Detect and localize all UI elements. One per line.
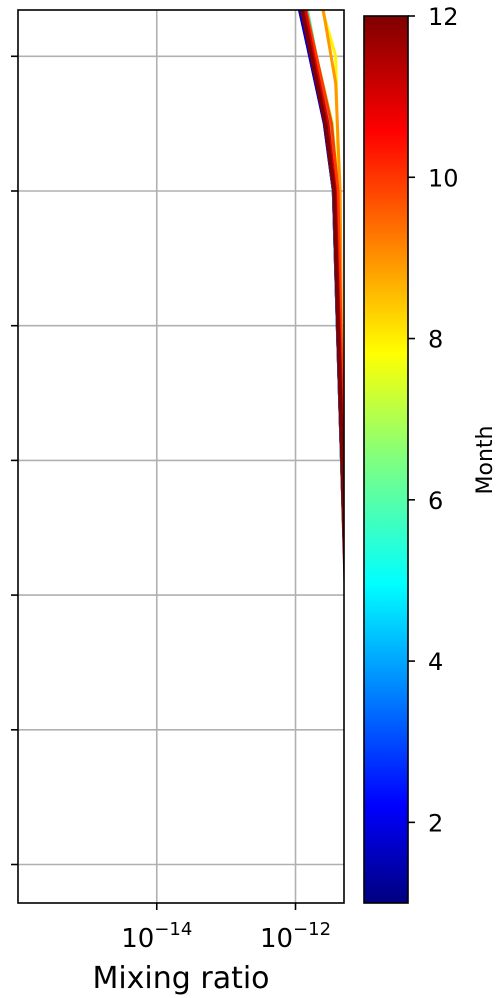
series-line-month-9 — [321, 10, 344, 531]
x-tick-label: 10−12 — [260, 919, 331, 954]
colorbar-tick-label: 4 — [428, 648, 443, 676]
x-tick-marks: 10−14 10−12 — [121, 903, 331, 954]
series-line-month-7 — [303, 10, 344, 565]
colorbar-ticks: 2 4 6 8 10 12 — [408, 3, 459, 837]
series-line-month-1 — [297, 10, 344, 586]
colorbar-tick-label: 6 — [428, 487, 443, 515]
plot-frame — [17, 9, 345, 904]
colorbar-tick-label: 10 — [428, 164, 459, 192]
series-line-month-12 — [300, 10, 344, 606]
x-axis-label: Mixing ratio — [92, 961, 269, 996]
colorbar — [363, 15, 409, 904]
colorbar-label: Month — [473, 426, 498, 495]
series-line-month-4 — [301, 10, 344, 586]
y-tick-marks — [11, 55, 18, 866]
series-line-month-10 — [304, 10, 344, 531]
series-lines — [297, 10, 344, 606]
series-line-month-3 — [300, 10, 344, 586]
colorbar-tick-label: 12 — [428, 3, 459, 31]
x-tick-label: 10−14 — [121, 919, 192, 954]
colorbar-tick-label: 8 — [428, 326, 443, 354]
plot-grid — [18, 10, 344, 903]
series-line-month-6 — [306, 10, 344, 570]
series-line-month-2 — [298, 10, 344, 586]
colorbar-tick-label: 2 — [428, 809, 443, 837]
series-line-month-8 — [320, 10, 344, 531]
